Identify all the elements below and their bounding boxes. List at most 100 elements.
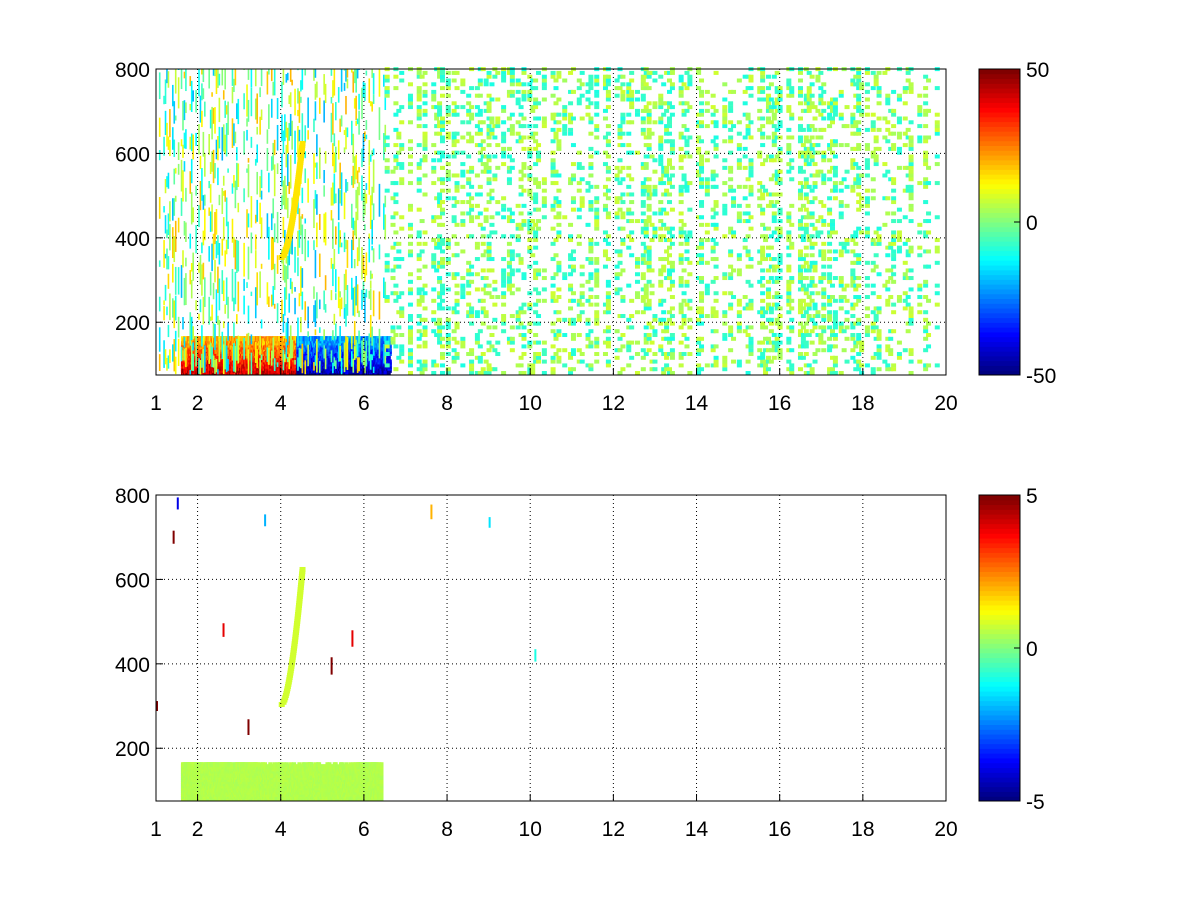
heatmap-cell [396, 135, 402, 140]
heatmap-cell [254, 69, 257, 87]
heatmap-cell [266, 129, 269, 144]
heatmap-cell [550, 241, 556, 246]
heatmap-cell [605, 340, 611, 345]
heatmap-cell [588, 165, 594, 170]
heatmap-cell [399, 78, 405, 83]
heatmap-cell [489, 196, 495, 201]
heatmap-cell [664, 321, 670, 326]
heatmap-cell [541, 371, 547, 375]
heatmap-cell [301, 291, 304, 310]
heatmap-cell [658, 234, 664, 239]
heatmap-cell [372, 290, 375, 317]
heatmap-cell [445, 260, 451, 265]
heatmap-cell [605, 74, 611, 79]
heatmap-cell [422, 146, 428, 151]
heatmap-cell [390, 329, 396, 334]
heatmap-cell [477, 211, 483, 216]
heatmap-cell [605, 279, 611, 284]
heatmap-cell [260, 354, 263, 360]
heatmap-cell [530, 367, 536, 372]
heatmap-cell [588, 295, 594, 300]
heatmap-cell [273, 358, 276, 372]
heatmap-cell [509, 291, 515, 296]
heatmap-cell [483, 276, 489, 281]
heatmap-cell [518, 257, 524, 262]
heatmap-cell [268, 296, 270, 307]
heatmap-cell [466, 177, 472, 182]
heatmap-cell [509, 336, 515, 341]
heatmap-cell [368, 233, 371, 239]
heatmap-cell [384, 87, 387, 111]
heatmap-cell [588, 257, 594, 262]
heatmap-cell [333, 173, 336, 204]
heatmap-cell [416, 124, 422, 129]
heatmap-cell [437, 245, 443, 250]
heatmap-cell [477, 371, 483, 375]
heatmap-cell [437, 222, 443, 227]
heatmap-cell [259, 271, 261, 298]
heatmap-cell [474, 241, 480, 246]
heatmap-cell [351, 120, 353, 146]
heatmap-cell [266, 147, 269, 171]
heatmap-cell [640, 78, 646, 83]
heatmap-cell [273, 223, 276, 243]
heatmap-cell [483, 169, 489, 174]
heatmap-cell [509, 82, 515, 87]
heatmap-cell [298, 129, 301, 142]
heatmap-cell [594, 279, 600, 284]
heatmap-cell [541, 352, 547, 357]
heatmap-cell [294, 360, 296, 365]
heatmap-cell [431, 310, 437, 315]
heatmap-cell [605, 310, 611, 315]
heatmap-cell [422, 173, 428, 178]
heatmap-cell [396, 249, 402, 254]
heatmap-cell [195, 132, 197, 146]
heatmap-cell [515, 78, 521, 83]
heatmap-cell [384, 340, 390, 345]
heatmap-cell [602, 230, 608, 235]
heatmap-cell [489, 230, 495, 235]
heatmap-cell [620, 177, 626, 182]
heatmap-cell [646, 131, 652, 136]
heatmap-cell [640, 127, 646, 132]
heatmap-cell [483, 78, 489, 83]
heatmap-cell [180, 69, 183, 90]
heatmap-cell [431, 264, 437, 269]
heatmap-cell [495, 211, 501, 216]
heatmap-cell [439, 287, 445, 292]
heatmap-cell [518, 355, 524, 360]
heatmap-cell [343, 232, 346, 253]
heatmap-cell [390, 336, 396, 341]
heatmap-cell [285, 144, 288, 168]
heatmap-cell [594, 105, 600, 110]
heatmap-cell [568, 181, 574, 186]
heatmap-cell [416, 314, 422, 319]
heatmap-cell [588, 78, 594, 83]
heatmap-cell [208, 246, 210, 262]
heatmap-cell [594, 135, 600, 140]
heatmap-cell [313, 199, 315, 229]
heatmap-cell [533, 196, 539, 201]
heatmap-cell [585, 344, 591, 349]
heatmap-cell [620, 215, 626, 220]
heatmap-cell [297, 198, 299, 215]
heatmap-cell [202, 262, 205, 280]
heatmap-cell [234, 239, 237, 270]
heatmap-cell [460, 211, 466, 216]
heatmap-cell [509, 78, 515, 83]
heatmap-cell [192, 353, 194, 371]
heatmap-cell [416, 165, 422, 170]
heatmap-cell [393, 192, 399, 197]
heatmap-cell [390, 169, 396, 174]
heatmap-cell [217, 167, 219, 186]
heatmap-cell [437, 241, 443, 246]
heatmap-cell [254, 234, 257, 250]
heatmap-cell [236, 103, 238, 120]
heatmap-cell [614, 78, 620, 83]
heatmap-cell [541, 124, 547, 129]
heatmap-cell [643, 249, 649, 254]
heatmap-cell [451, 310, 457, 315]
heatmap-cell [224, 100, 226, 118]
heatmap-cell [515, 120, 521, 125]
heatmap-cell [620, 333, 626, 338]
